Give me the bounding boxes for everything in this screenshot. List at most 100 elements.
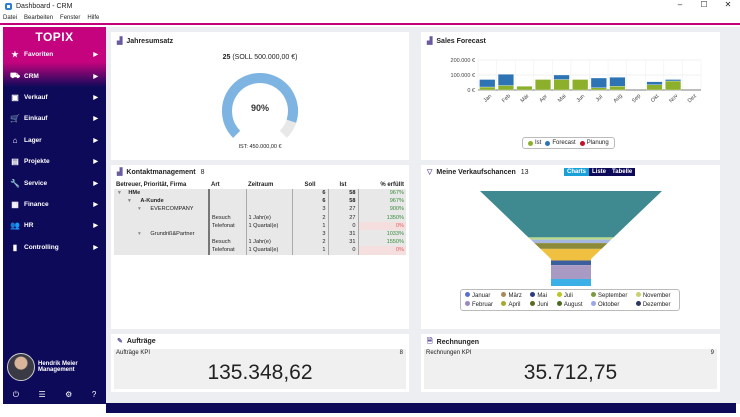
- menu-datei[interactable]: Datei: [3, 15, 18, 21]
- rechnungen-panel: 🗎 Rechnungen Rechnungen KPI 9 35.712,75: [421, 334, 720, 392]
- cell-percent: 0%: [357, 246, 406, 255]
- legend-item[interactable]: Januar: [465, 292, 497, 299]
- legend-item[interactable]: Mai: [530, 292, 553, 299]
- cell-label: ▾ Grundriß&Partner: [114, 229, 209, 239]
- cell-ist: 58: [327, 189, 358, 198]
- cell-percent: 967%: [357, 189, 406, 198]
- funnel-segment[interactable]: [551, 260, 591, 266]
- sidebar-item-projekte[interactable]: ▤ Projekte ▶: [3, 151, 106, 172]
- sidebar-item-label: HR: [24, 222, 34, 230]
- chevron-right-icon: ▶: [93, 73, 98, 80]
- legend-forecast[interactable]: Forecast: [552, 140, 576, 146]
- cell-soll: 1: [291, 221, 328, 230]
- chart-legend: Ist Forecast Planung: [522, 137, 615, 149]
- legend-label: November: [642, 293, 671, 299]
- cell-label: [114, 221, 209, 230]
- sidebar-item-lager[interactable]: ⌂ Lager ▶: [3, 130, 106, 151]
- legend-item[interactable]: Juli: [556, 292, 587, 299]
- power-icon[interactable]: ⏻: [12, 390, 20, 399]
- legend-item[interactable]: Dezember: [635, 301, 675, 308]
- sales-forecast-panel: ▟ Sales Forecast 0 € 100.000 € 200.000 € Jan…: [421, 32, 720, 160]
- legend-ist[interactable]: Ist: [535, 140, 542, 146]
- tab-tabelle[interactable]: Tabelle: [609, 168, 636, 176]
- expand-icon[interactable]: ▾: [138, 231, 143, 238]
- legend-planung[interactable]: Planung: [586, 140, 609, 146]
- legend-label: Februar: [472, 302, 494, 308]
- column-header[interactable]: Soll: [292, 181, 328, 189]
- y-tick-label: 100.000 €: [451, 73, 475, 79]
- legend-item[interactable]: November: [635, 292, 675, 299]
- legend-item[interactable]: März: [501, 292, 526, 299]
- chevron-right-icon: ▶: [93, 223, 98, 230]
- sidebar-item-favoriten[interactable]: ★ Favoriten ▶: [3, 44, 106, 65]
- maximize-button[interactable]: ☐: [700, 0, 708, 9]
- legend-item[interactable]: Februar: [465, 301, 497, 308]
- funnel-segment[interactable]: [534, 243, 608, 249]
- close-button[interactable]: ✕: [724, 0, 732, 9]
- sidebar-item-service[interactable]: 🔧 Service ▶: [3, 172, 106, 193]
- cell-art: [208, 229, 246, 239]
- gear-icon[interactable]: ⚙: [65, 390, 73, 399]
- table-row[interactable]: Besuch 1 Jahr(e) 2 31 1550%: [114, 238, 406, 247]
- legend-label: August: [563, 302, 583, 308]
- bar-forecast: [590, 77, 607, 88]
- funnel-segment[interactable]: [551, 279, 591, 286]
- cell-zeitraum: 1 Jahr(e): [245, 213, 292, 222]
- x-tick-label: Jul: [595, 94, 604, 103]
- window-title: Dashboard - CRM: [16, 3, 73, 10]
- menu-bearbeiten[interactable]: Bearbeiten: [24, 15, 54, 21]
- legend-item[interactable]: September: [590, 292, 632, 299]
- sidebar-item-label: Controlling: [24, 243, 59, 251]
- user-profile[interactable]: Hendrik Meier Management: [7, 353, 78, 381]
- table-row[interactable]: Telefonat 1 Quartal(e) 1 0 0%: [114, 246, 406, 255]
- menu-icon[interactable]: ☰: [38, 390, 46, 399]
- status-bar: [106, 403, 736, 413]
- expand-icon[interactable]: ▾: [138, 206, 143, 213]
- legend-item[interactable]: Juni: [530, 301, 553, 308]
- help-icon[interactable]: ?: [91, 390, 97, 399]
- minimize-button[interactable]: –: [677, 0, 683, 9]
- table-row[interactable]: ▾ Grundriß&Partner 3 31 1033%: [114, 229, 406, 239]
- funnel-segment[interactable]: [551, 265, 591, 280]
- expand-icon[interactable]: ▾: [128, 198, 133, 205]
- x-tick-label: Mai: [557, 93, 568, 104]
- table-row[interactable]: ▾ EVERCOMPANY 3 27 900%: [114, 205, 406, 214]
- tab-liste[interactable]: Liste: [589, 168, 610, 176]
- legend-label: März: [508, 293, 522, 299]
- column-header[interactable]: % erfüllt: [358, 181, 406, 189]
- chart-icon: ▟: [427, 38, 433, 45]
- sidebar-item-crm[interactable]: ⛟ CRM ▶: [3, 65, 106, 86]
- column-header[interactable]: Betreuer, Priorität, Firma: [114, 181, 209, 189]
- table-row[interactable]: Telefonat 1 Quartal(e) 1 0 0%: [114, 221, 406, 230]
- bar-ist: [535, 79, 551, 91]
- funnel-segment[interactable]: [540, 248, 602, 261]
- bar-ist: [553, 79, 570, 91]
- legend-item[interactable]: April: [501, 301, 526, 308]
- legend-item[interactable]: Oktober: [590, 301, 632, 308]
- sidebar-item-einkauf[interactable]: 🛒 Einkauf ▶: [3, 108, 106, 129]
- funnel-segment[interactable]: [528, 237, 614, 240]
- legend-item[interactable]: August: [556, 301, 587, 308]
- sidebar-item-finance[interactable]: ▦ Finance ▶: [3, 194, 106, 215]
- column-header[interactable]: Ist: [328, 181, 358, 189]
- menu-hilfe[interactable]: Hilfe: [87, 15, 100, 21]
- tab-charts[interactable]: Charts: [564, 168, 590, 176]
- expand-icon[interactable]: ▾: [118, 190, 123, 197]
- sidebar-item-hr[interactable]: 👥 HR ▶: [3, 215, 106, 236]
- menu-bar: Datei Bearbeiten Fenster Hilfe: [0, 13, 740, 25]
- column-header[interactable]: Zeitraum: [246, 181, 292, 189]
- table-row[interactable]: ▾ A-Kunde 6 58 967%: [114, 197, 406, 206]
- funnel-segment[interactable]: [480, 191, 662, 238]
- menu-fenster[interactable]: Fenster: [60, 15, 81, 21]
- chevron-right-icon: ▶: [93, 180, 98, 187]
- column-header[interactable]: Art: [209, 181, 246, 189]
- bar-ist: [516, 86, 533, 91]
- sidebar-item-verkauf[interactable]: ▣ Verkauf ▶: [3, 87, 106, 108]
- funnel-segment[interactable]: [530, 239, 612, 244]
- app-logo-icon: [5, 3, 12, 10]
- table-row[interactable]: ▾ HMe 6 58 967%: [114, 189, 406, 198]
- finance-icon: ▦: [11, 199, 19, 209]
- table-row[interactable]: Besuch 1 Jahr(e) 2 27 1350%: [114, 213, 406, 222]
- cell-label: ▾ A-Kunde: [114, 197, 209, 206]
- sidebar-item-controlling[interactable]: ▮ Controlling ▶: [3, 237, 106, 258]
